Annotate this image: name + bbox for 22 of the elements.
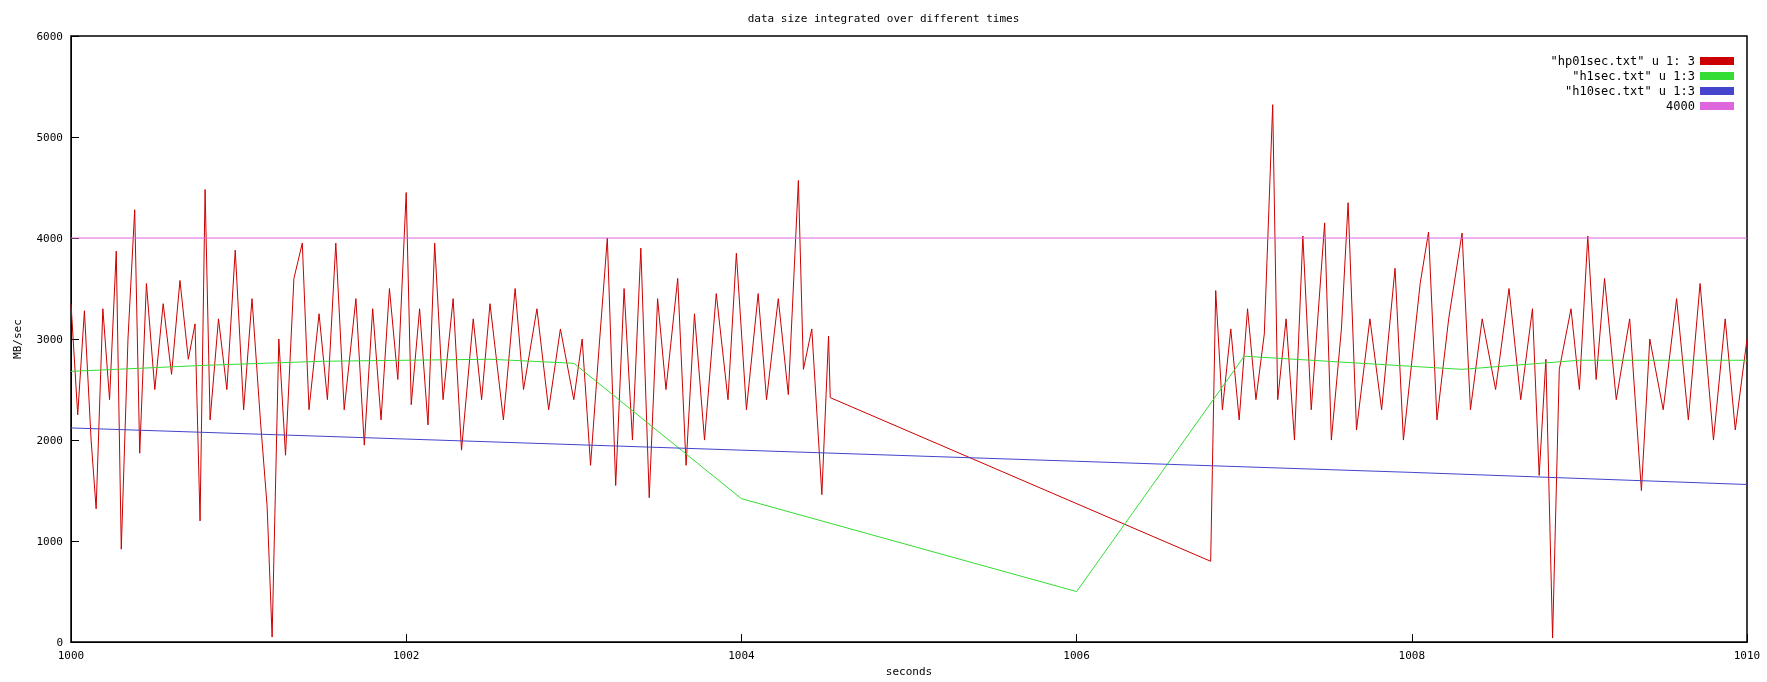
line-series [70,355,1748,593]
y-tick-label: 3000 [36,332,63,346]
legend-label: "hp01sec.txt" u 1: 3 [1550,54,1695,68]
x-tick-label: 1000 [57,649,85,663]
x-tick-label: 1002 [392,649,420,663]
legend-label: "h10sec.txt" u 1:3 [1564,84,1695,98]
y-tick-label: 6000 [36,29,63,43]
line-series [70,427,1748,486]
y-tick-label: 4000 [36,231,63,245]
y-tick-label: 0 [56,635,63,649]
x-tick-label: 1004 [728,649,756,663]
y-tick-label: 5000 [36,130,63,144]
x-tick-label: 1008 [1398,649,1426,663]
chart-title: data size integrated over different times [747,12,1020,25]
y-tick-label: 1000 [36,534,63,548]
x-axis-title: seconds [885,665,933,678]
x-tick-label: 1010 [1733,649,1761,663]
y-axis-title: MB/sec [11,319,24,359]
legend-label: 4000 [1666,99,1695,113]
legend-label: "h1sec.txt" u 1:3 [1572,69,1695,83]
x-tick-label: 1006 [1063,649,1090,663]
y-tick-label: 2000 [36,433,63,447]
